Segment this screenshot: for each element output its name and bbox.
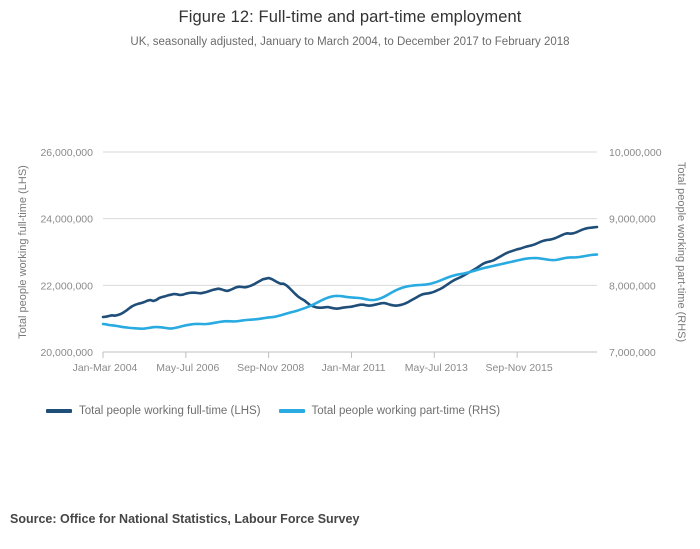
chart-legend: Total people working full-time (LHS) Tot… bbox=[46, 405, 500, 417]
chart-subtitle: UK, seasonally adjusted, January to Marc… bbox=[130, 36, 570, 48]
source-note: Source: Office for National Statistics, … bbox=[10, 512, 360, 526]
y-axis-left-title: Total people working full-time (LHS) bbox=[17, 165, 29, 339]
legend-swatch-full-time bbox=[46, 409, 72, 413]
y-axis-right-tick-label: 9,000,000 bbox=[609, 214, 656, 226]
y-axis-left-tick-label: 20,000,000 bbox=[40, 347, 93, 359]
y-axis-left-tick-label: 26,000,000 bbox=[40, 147, 93, 159]
gridlines bbox=[103, 151, 597, 353]
legend-item-part-time: Total people working part-time (RHS) bbox=[278, 405, 501, 417]
y-axis-right-tick-label: 8,000,000 bbox=[609, 280, 656, 292]
x-axis-tick-label: Jan-Mar 2004 bbox=[73, 362, 138, 374]
legend-label-full-time: Total people working full-time (LHS) bbox=[79, 405, 261, 417]
y-axis-left-labels: 20,000,000 22,000,000 24,000,000 26,000,000 bbox=[40, 147, 93, 359]
y-axis-right-title: Total people working part-time (RHS) bbox=[675, 162, 687, 342]
y-axis-left-tick-label: 24,000,000 bbox=[40, 214, 93, 226]
y-axis-right-labels: 7,000,000 8,000,000 9,000,000 10,000,000 bbox=[609, 147, 662, 359]
y-axis-left-tick-label: 22,000,000 bbox=[40, 280, 93, 292]
y-axis-right-tick-label: 10,000,000 bbox=[609, 147, 662, 159]
x-axis-tick-label: Sep-Nov 2015 bbox=[486, 362, 553, 374]
x-axis-ticks: Jan-Mar 2004 May-Jul 2006 Sep-Nov 2008 Jan-… bbox=[73, 352, 553, 374]
x-axis-tick-label: May-Jul 2006 bbox=[156, 362, 219, 374]
data-series bbox=[101, 225, 599, 330]
series-line-full-time bbox=[101, 225, 599, 319]
chart-title: Figure 12: Full-time and part-time emplo… bbox=[178, 8, 522, 26]
x-axis-tick-label: Sep-Nov 2008 bbox=[237, 362, 304, 374]
legend-swatch-part-time bbox=[278, 409, 305, 413]
series-line-part-time bbox=[101, 253, 599, 330]
legend-item-full-time: Total people working full-time (LHS) bbox=[46, 405, 261, 417]
legend-label-part-time: Total people working part-time (RHS) bbox=[311, 405, 501, 417]
x-axis-tick-label: May-Jul 2013 bbox=[405, 362, 468, 374]
y-axis-right-tick-label: 7,000,000 bbox=[609, 347, 656, 359]
x-axis-tick-label: Jan-Mar 2011 bbox=[321, 362, 385, 374]
plot-area: Jan-Mar 2004 May-Jul 2006 Sep-Nov 2008 Jan-… bbox=[17, 147, 687, 374]
